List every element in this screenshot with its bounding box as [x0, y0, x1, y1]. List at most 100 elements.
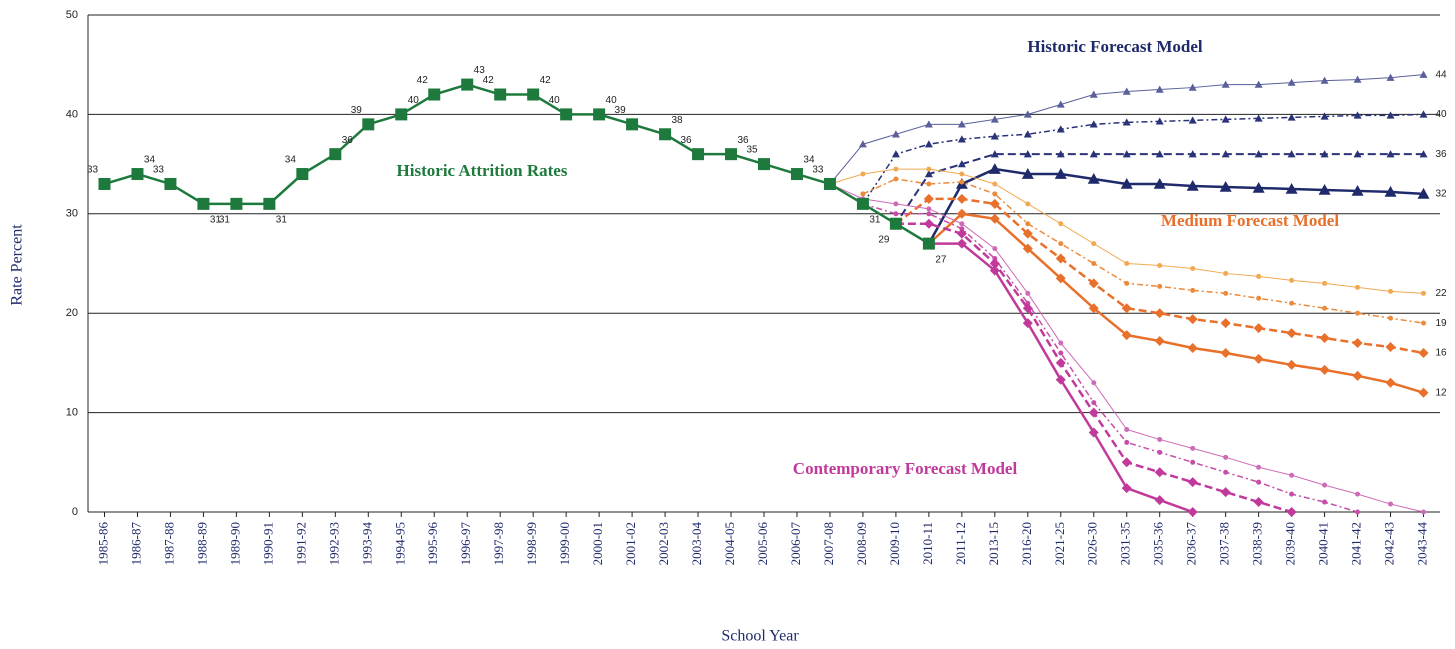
marker	[1187, 477, 1198, 488]
marker	[1022, 228, 1033, 239]
marker	[1287, 150, 1296, 158]
marker	[428, 88, 441, 101]
x-tick-label: 1987-88	[161, 522, 176, 565]
marker	[1155, 85, 1164, 93]
data-label: 19	[1436, 318, 1448, 329]
marker	[1154, 308, 1165, 319]
x-tick-label: 1998-99	[524, 522, 539, 565]
marker	[1351, 184, 1364, 196]
annotation: Historic Forecast Model	[1027, 37, 1203, 56]
marker	[1188, 83, 1197, 91]
marker	[1355, 491, 1361, 497]
marker	[959, 221, 965, 227]
marker	[893, 201, 899, 207]
marker	[692, 148, 705, 161]
annotation: Medium Forecast Model	[1161, 211, 1339, 230]
x-tick-label: 2031-35	[1118, 522, 1133, 565]
x-tick-label: 1992-93	[326, 522, 341, 565]
data-label: 32	[1436, 189, 1448, 200]
x-tick-label: 2005-06	[755, 522, 770, 566]
marker	[893, 166, 899, 172]
marker	[957, 120, 966, 128]
data-label: 44	[1436, 69, 1448, 80]
marker	[1386, 73, 1395, 81]
data-label: 33	[87, 165, 99, 176]
marker	[956, 193, 967, 204]
data-label: 40	[408, 95, 420, 106]
marker	[1386, 150, 1395, 158]
x-tick-label: 2021-25	[1052, 522, 1067, 565]
marker	[1087, 173, 1100, 184]
data-label: 12	[1436, 387, 1448, 398]
data-label: 29	[878, 234, 890, 245]
x-tick-label: 2011-12	[953, 522, 968, 565]
x-tick-label: 1990-91	[260, 522, 275, 565]
marker	[1421, 290, 1427, 296]
series-line	[928, 212, 1424, 394]
x-tick-label: 2038-39	[1250, 522, 1265, 565]
marker	[992, 191, 998, 197]
x-tick-label: 2037-38	[1217, 522, 1232, 565]
marker	[1091, 261, 1097, 266]
marker	[1055, 357, 1066, 368]
marker	[924, 120, 933, 128]
marker	[1320, 150, 1329, 158]
marker	[1355, 310, 1361, 316]
marker	[1157, 262, 1163, 268]
data-label: 22	[1436, 288, 1448, 299]
marker	[1221, 150, 1230, 158]
data-label: 31	[219, 215, 231, 226]
marker	[823, 177, 836, 190]
y-tick-label: 40	[66, 108, 78, 120]
marker	[1089, 90, 1098, 98]
marker	[758, 158, 770, 171]
data-label: 31	[210, 215, 222, 226]
marker	[858, 140, 867, 148]
marker	[1190, 287, 1196, 293]
marker	[1022, 303, 1033, 314]
data-label: 16	[1436, 348, 1448, 359]
annotation: Contemporary Forecast Model	[793, 459, 1018, 478]
marker	[1155, 150, 1164, 158]
x-tick-label: 2003-04	[689, 522, 704, 566]
series-line	[927, 167, 1424, 245]
marker	[790, 168, 803, 181]
marker	[926, 206, 932, 212]
marker	[1187, 342, 1198, 353]
marker	[1122, 150, 1131, 158]
x-axis-label: School Year	[721, 628, 799, 645]
x-tick-label: 2000-01	[590, 522, 605, 565]
marker	[1289, 300, 1295, 306]
marker	[923, 218, 934, 229]
marker	[1419, 70, 1428, 78]
marker	[956, 208, 967, 219]
marker	[1287, 113, 1296, 121]
marker	[992, 181, 998, 187]
x-tick-label: 2036-37	[1184, 522, 1199, 566]
marker	[959, 179, 965, 185]
data-label: 34	[285, 155, 297, 166]
marker	[1289, 491, 1295, 497]
marker	[1286, 328, 1297, 339]
marker	[1122, 118, 1131, 126]
marker	[1221, 80, 1230, 88]
marker	[1355, 509, 1361, 515]
marker	[1188, 150, 1197, 158]
marker	[593, 108, 606, 121]
x-tick-label: 2043-44	[1414, 522, 1429, 566]
marker	[1091, 400, 1097, 406]
marker	[1256, 464, 1262, 470]
marker	[527, 88, 540, 101]
marker	[1124, 280, 1130, 286]
series-line	[895, 197, 1424, 355]
marker	[1352, 338, 1363, 349]
marker	[922, 237, 935, 250]
marker	[1322, 305, 1328, 311]
marker	[1254, 150, 1263, 158]
data-label: 36	[737, 135, 749, 146]
marker	[1289, 277, 1295, 283]
marker	[1025, 290, 1031, 296]
y-tick-label: 50	[66, 9, 78, 21]
series-line	[862, 153, 1424, 226]
x-tick-label: 1997-98	[491, 522, 506, 565]
